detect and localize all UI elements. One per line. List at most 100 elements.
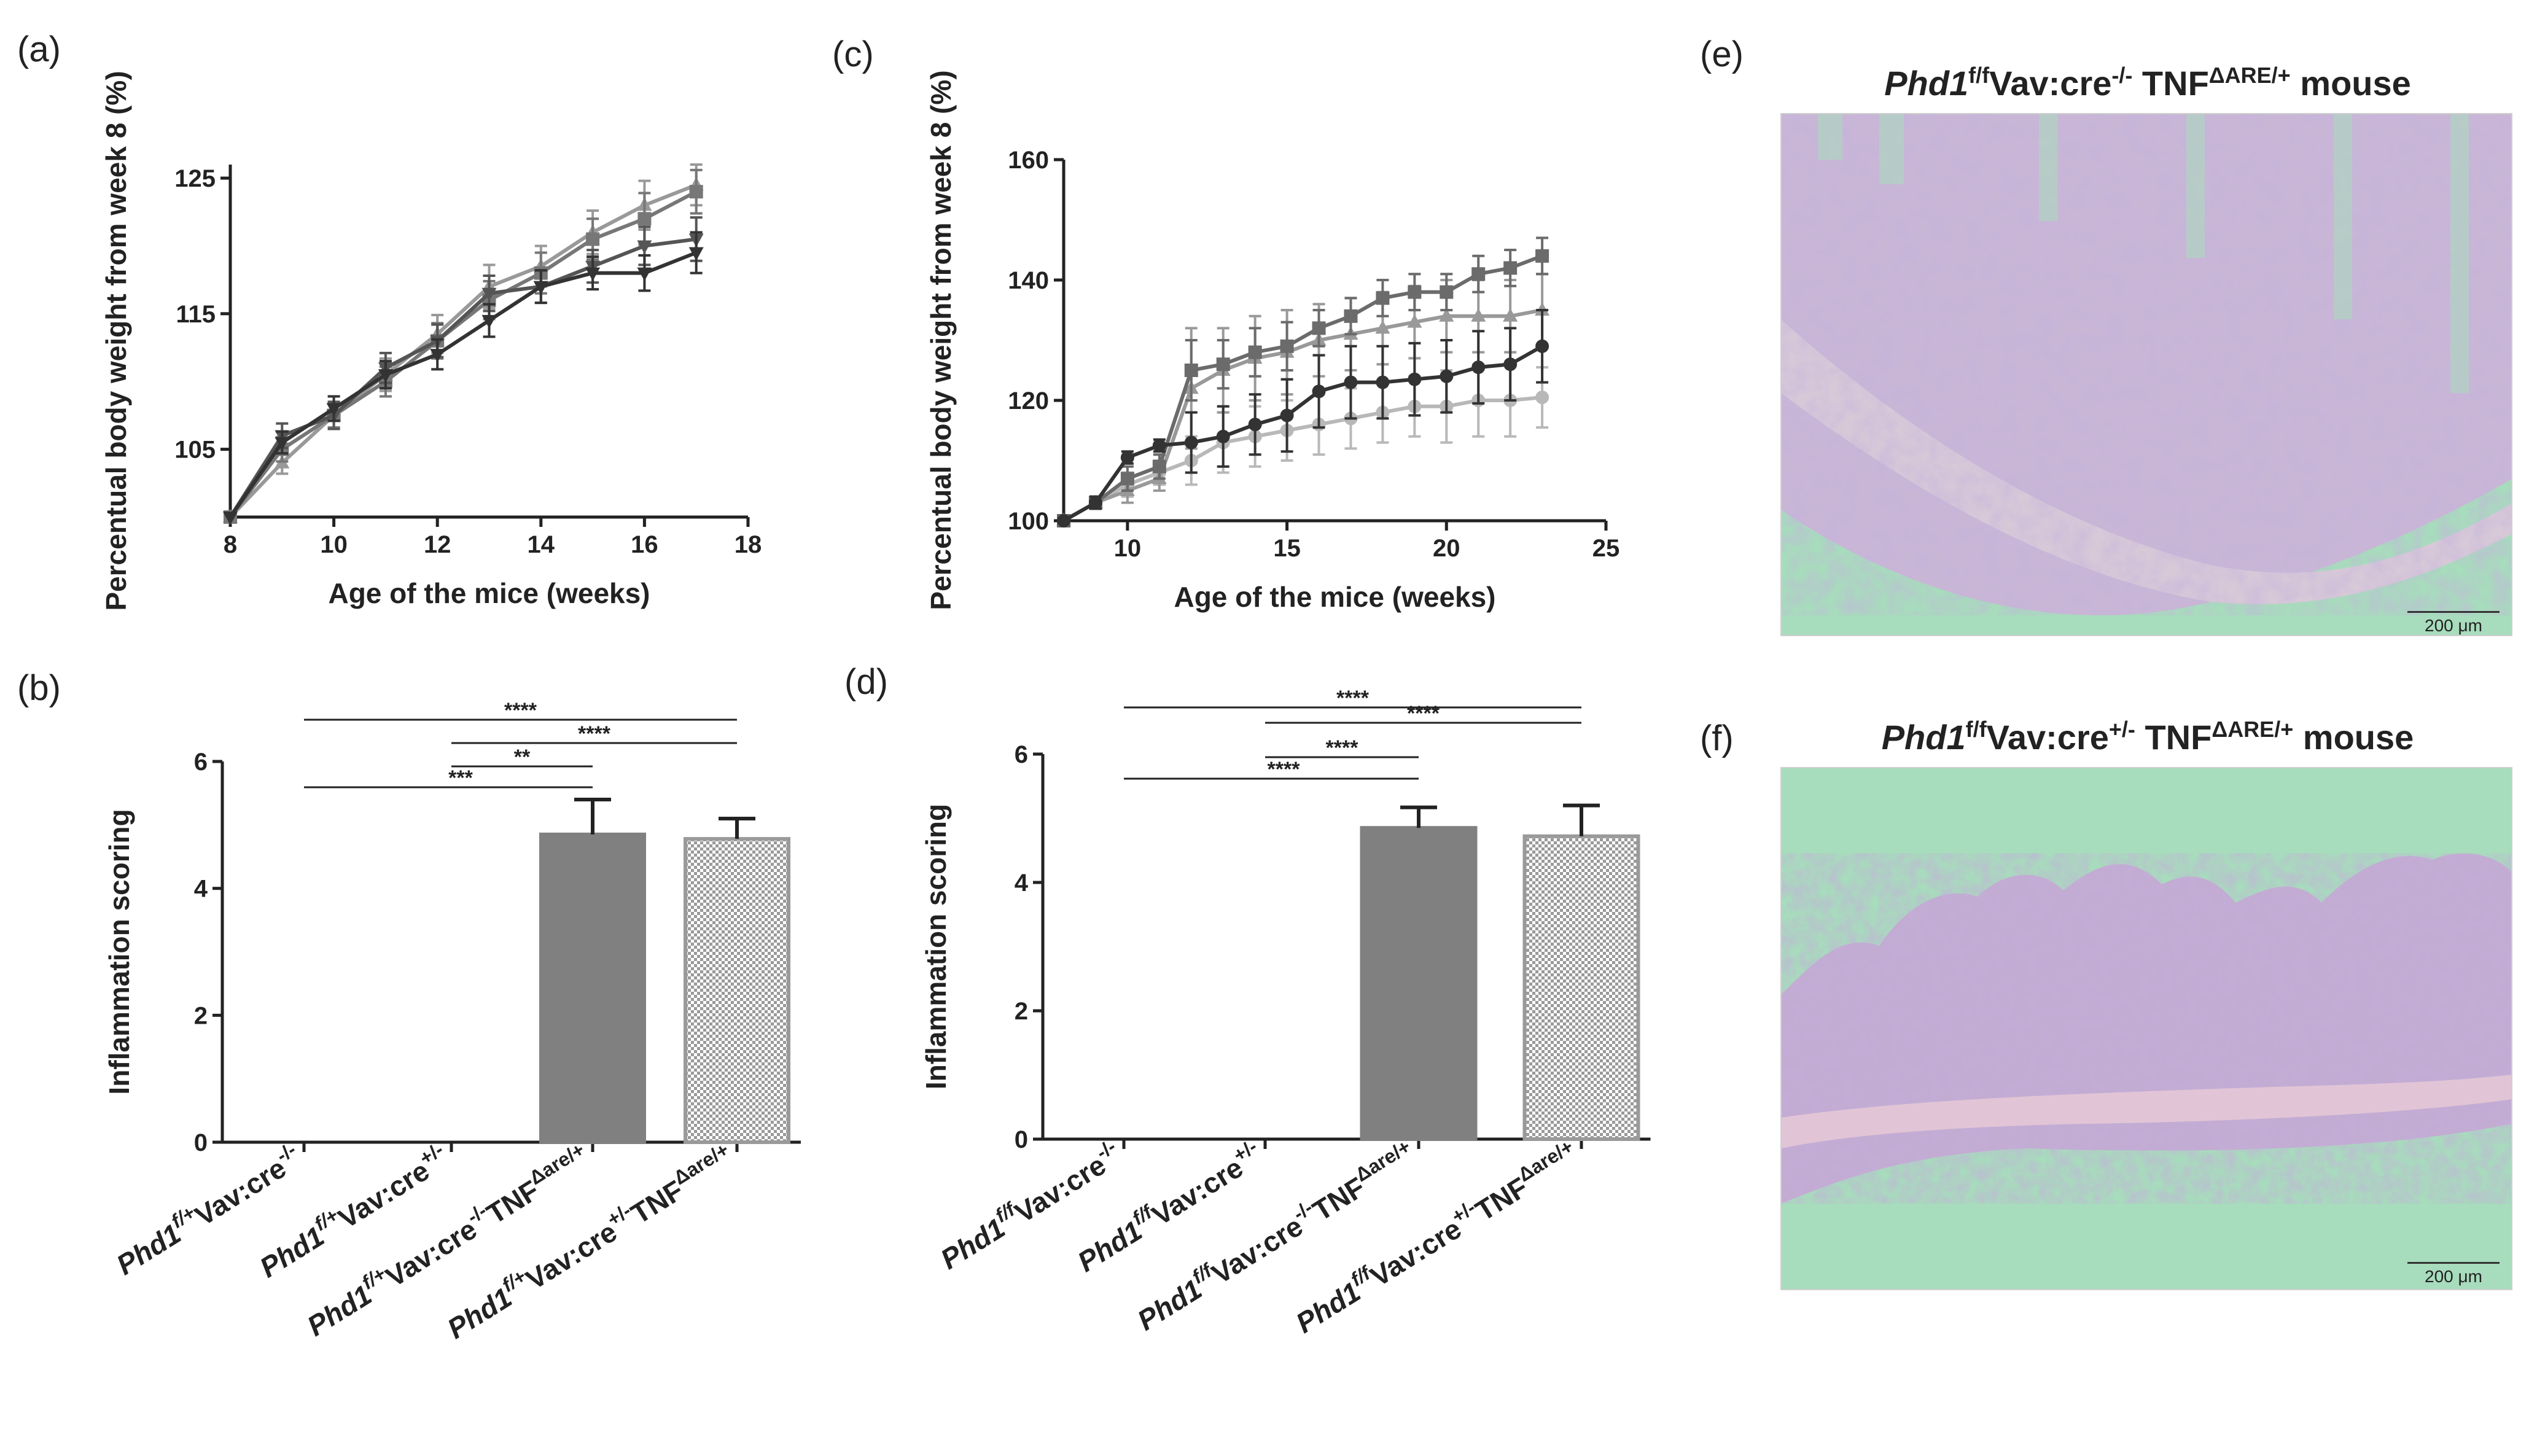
- scale-bar-f: 200 μm: [2425, 1267, 2482, 1286]
- data-point: [1439, 308, 1454, 322]
- bar: [539, 832, 646, 1145]
- data-point: [1152, 459, 1166, 473]
- data-point: [1503, 308, 1518, 322]
- x-tick-label: 10: [320, 531, 348, 558]
- data-point: [481, 287, 497, 302]
- y-tick-label: 120: [1008, 387, 1049, 415]
- y-tick-label: 2: [1015, 998, 1028, 1025]
- panel-label-d: (d): [844, 662, 888, 702]
- data-point: [1407, 314, 1422, 328]
- panel-e-title: Phd1f/fVav:cre-/- TNFΔARE/+ mouse: [1884, 63, 2411, 103]
- panel-label-c: (c): [832, 34, 874, 74]
- data-point: [1088, 496, 1102, 510]
- bar: [684, 837, 790, 1144]
- category-sup: Δare/+: [669, 1138, 733, 1189]
- category-text: Vav:cre: [1146, 1151, 1248, 1232]
- histology-image-f: 200 μm: [1781, 768, 2512, 1290]
- y-tick-label: 0: [194, 1129, 208, 1156]
- x-tick-label: 8: [224, 531, 237, 558]
- x-tick-label: 25: [1592, 535, 1620, 562]
- data-point: [585, 267, 601, 281]
- x-category-label: Phd1f/+Vav:cre+/-TNFΔare/+: [440, 1138, 741, 1345]
- x-tick-label: 16: [631, 531, 658, 558]
- category-sup: Δare/+: [1514, 1135, 1577, 1186]
- y-tick-label: 105: [174, 437, 216, 464]
- significance-label: ****: [504, 699, 537, 722]
- panel-label-b: (b): [17, 668, 61, 708]
- y-tick-label: 4: [1015, 870, 1029, 897]
- data-point: [378, 369, 393, 383]
- series-line: [228, 190, 698, 518]
- x-tick-label: 20: [1433, 535, 1460, 562]
- data-point: [637, 212, 652, 226]
- data-point: [1440, 369, 1454, 383]
- panel-f-histology: Phd1f/fVav:cre+/- TNFΔARE/+ mouse 200 μm: [1780, 717, 2512, 1290]
- y-tick-label: 0: [1015, 1126, 1028, 1153]
- y-axis-label: Inflammation scoring: [103, 809, 135, 1094]
- data-point: [275, 437, 290, 451]
- data-point: [1216, 357, 1230, 372]
- data-point: [1344, 375, 1358, 389]
- panel-label-e: (e): [1700, 34, 1744, 74]
- data-point: [1535, 249, 1549, 263]
- significance-label: ****: [1336, 687, 1370, 710]
- y-tick-label: 6: [194, 749, 208, 776]
- y-axis-label: Inflammation scoring: [920, 804, 952, 1089]
- bar: [1522, 834, 1640, 1141]
- y-tick-label: 4: [194, 876, 208, 903]
- x-axis-label: Age of the mice (weeks): [1174, 581, 1495, 613]
- data-point: [637, 240, 652, 254]
- data-point: [1152, 438, 1166, 453]
- category-text: Vav:cre: [189, 1151, 291, 1232]
- y-tick-label: 125: [174, 165, 216, 192]
- x-category-label: Phd1f/fVav:cre-/-TNFΔare/+: [1129, 1135, 1422, 1336]
- category-sup: Δare/+: [1351, 1135, 1414, 1186]
- data-point: [586, 232, 600, 246]
- x-axis-label: Age of the mice (weeks): [328, 577, 650, 609]
- data-point: [1503, 261, 1518, 275]
- line-series-1: [223, 163, 704, 523]
- line-series-2: [224, 168, 703, 524]
- data-point: [1471, 308, 1486, 322]
- y-tick-label: 140: [1008, 267, 1049, 294]
- data-point: [326, 403, 341, 417]
- significance-label: ***: [448, 766, 473, 790]
- data-point: [1344, 309, 1358, 323]
- x-tick-label: 10: [1114, 535, 1142, 562]
- data-point: [1248, 345, 1262, 359]
- line-series-4: [223, 231, 704, 525]
- data-point: [1184, 364, 1198, 377]
- data-point: [1280, 408, 1294, 422]
- series-line: [1062, 395, 1543, 523]
- data-point: [1216, 429, 1230, 443]
- significance-label: ****: [578, 722, 611, 746]
- y-tick-label: 160: [1008, 147, 1049, 174]
- y-tick-label: 115: [176, 301, 216, 328]
- significance-label: ****: [1326, 736, 1359, 760]
- data-point: [1408, 285, 1422, 299]
- data-point: [1280, 339, 1294, 353]
- y-tick-label: 2: [194, 1002, 208, 1029]
- scale-bar-e: 200 μm: [2425, 616, 2482, 635]
- x-tick-label: 18: [735, 531, 762, 558]
- panel-f-title: Phd1f/fVav:cre+/- TNFΔARE/+ mouse: [1882, 717, 2414, 757]
- panel-e-histology: Phd1f/fVav:cre-/- TNFΔARE/+ mouse 200 μm: [1780, 63, 2512, 636]
- series-line: [228, 251, 697, 518]
- data-point: [1535, 339, 1549, 353]
- category-text: Vav:cre: [332, 1154, 434, 1235]
- x-tick-label: 15: [1273, 535, 1301, 562]
- chart-b-inflammation: 0 2 4 6 Inflammation scoring Phd1f/+Vav:cre-/…: [103, 699, 801, 1345]
- category-text: Vav:cre: [1206, 1210, 1308, 1290]
- y-tick-label: 6: [1015, 741, 1028, 768]
- data-point: [1312, 384, 1326, 399]
- chart-c-body-weight: 100 120 140 160 10 15 20 25 Age of the mice (wee…: [925, 70, 1619, 613]
- y-tick-label: 100: [1008, 508, 1049, 535]
- data-point: [1408, 372, 1422, 386]
- panel-label-f: (f): [1700, 718, 1734, 758]
- data-point: [637, 267, 652, 281]
- series-line: [1062, 308, 1543, 523]
- series-line: [228, 237, 697, 518]
- chart-a-body-weight: 105 115 125 8 10 12 14 16 18 Age of the mice (wee…: [100, 71, 762, 610]
- category-text: Vav:cre: [520, 1215, 622, 1296]
